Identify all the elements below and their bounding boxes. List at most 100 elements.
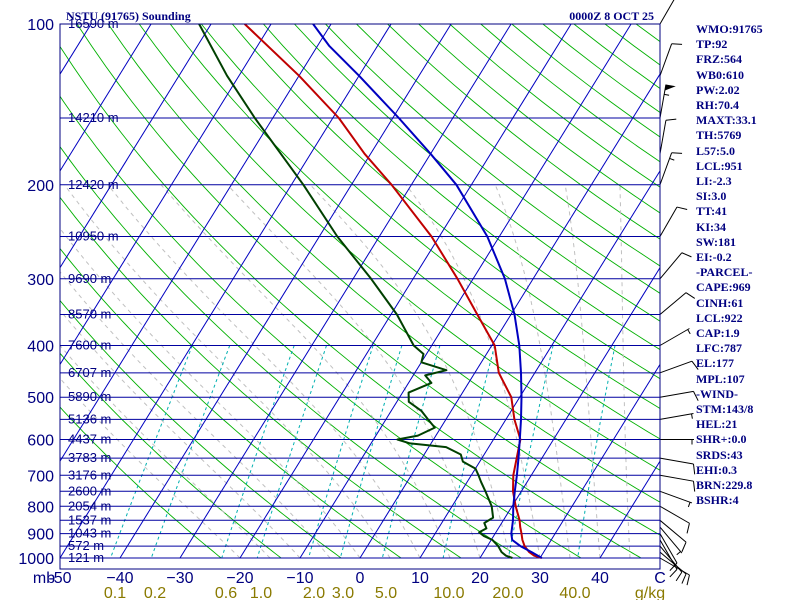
index-entry: STM:143/8 — [696, 402, 754, 417]
mixing-ratio-label: 10.0 — [433, 585, 464, 600]
wind-barb — [659, 457, 696, 475]
temperature-tick-label: -50 — [48, 570, 71, 587]
temperature-tick-label: 30 — [531, 570, 549, 587]
isotherm — [60, 24, 152, 172]
wind-barb — [659, 526, 683, 556]
index-entry: -PARCEL- — [696, 265, 753, 280]
wind-barb — [659, 0, 675, 25]
wind-barb-full — [669, 569, 678, 578]
wind-barb-staff — [659, 390, 694, 398]
isotherm — [179, 24, 512, 559]
wind-barb-full — [675, 571, 683, 582]
isotherm — [60, 24, 272, 366]
temperature-tick-label: −40 — [106, 570, 133, 587]
wind-barb-staff — [659, 519, 687, 543]
wind-barb-full — [676, 206, 688, 210]
background-lines — [60, 24, 660, 559]
index-entry: MAXT:33.1 — [696, 113, 757, 128]
pressure-tick-label: 700 — [27, 468, 54, 485]
wind-barb — [659, 539, 678, 578]
wind-barb-full — [686, 523, 690, 534]
height-label: 3783 m — [68, 450, 111, 465]
height-label: 6707 m — [68, 365, 111, 380]
wind-barbs — [659, 0, 699, 586]
wind-barb-full — [681, 252, 692, 258]
index-entry: RH:70.4 — [696, 98, 739, 113]
wind-barb — [659, 360, 699, 374]
height-label: 121 m — [68, 550, 104, 565]
plot-frame — [59, 23, 661, 570]
wind-barb — [659, 474, 696, 492]
height-label: 5136 m — [68, 411, 111, 426]
moist-adiabat — [107, 184, 421, 559]
wind-barb-full — [692, 481, 696, 492]
isotherm — [479, 266, 660, 559]
height-label: 3176 m — [68, 467, 111, 482]
wind-barb-half — [687, 502, 691, 508]
wind-barb — [659, 206, 688, 237]
index-entry: TP:92 — [696, 37, 728, 52]
wind-barb-staff — [659, 539, 678, 570]
temperature-tick-label: 10 — [411, 570, 429, 587]
index-entry: EI:-0.2 — [696, 250, 732, 265]
index-entry: PW:2.02 — [696, 82, 740, 97]
pressure-tick-label: 800 — [27, 499, 54, 516]
stability-index-panel: WMO:91765 TP:92 FRZ:564 WB0:610 PW:2.02 RH:70… — [696, 22, 800, 507]
isotherm — [539, 363, 660, 559]
parcel-profile — [312, 24, 543, 559]
wind-barb-staff — [659, 505, 690, 524]
wind-barb-staff — [659, 490, 693, 504]
wind-barb-staff — [659, 533, 678, 564]
temperature-tick-label: 0 — [356, 570, 365, 587]
pressure-unit-label: mb — [33, 570, 55, 587]
wind-barb-full — [671, 43, 683, 45]
height-label: 14210 m — [68, 110, 119, 125]
index-entry: WMO:91765 — [696, 22, 763, 36]
wind-barb — [660, 439, 694, 445]
mixing-ratio-label: 0.2 — [144, 585, 166, 600]
index-entry: LCL:951 — [696, 158, 743, 173]
index-entry: LFC:787 — [696, 341, 742, 356]
isotherm — [299, 24, 632, 559]
wind-barb-half — [664, 93, 670, 96]
mixing-ratio-label: 40.0 — [559, 585, 590, 600]
height-label: 4437 m — [68, 432, 111, 447]
index-entry: SW:181 — [696, 234, 737, 249]
moist-adiabat — [227, 184, 481, 559]
wind-barb-flag — [664, 84, 676, 91]
height-label: 1537 m — [68, 512, 111, 527]
wind-barb-full — [692, 463, 696, 475]
wind-barb-full — [669, 562, 678, 571]
wind-barb — [659, 390, 699, 401]
mixing-ratio-label: 5.0 — [375, 585, 397, 600]
wind-barb-staff — [659, 474, 694, 482]
index-entry: LCL:922 — [696, 310, 743, 325]
index-entry: L57:5.0 — [696, 143, 735, 158]
mixing-ratio-label: g/kg — [635, 585, 665, 600]
wind-barb-half — [687, 329, 691, 335]
wind-barb-staff — [659, 43, 673, 76]
moist-adiabat — [619, 184, 631, 559]
wind-barb — [659, 505, 690, 534]
height-label: 2054 m — [68, 498, 111, 513]
isotherm — [359, 73, 660, 559]
wind-barb-staff — [659, 457, 694, 465]
mixing-ratio-label: 20.0 — [492, 585, 523, 600]
height-label: 572 m — [68, 538, 104, 553]
index-entry: CINH:61 — [696, 295, 744, 310]
wind-barb — [659, 152, 683, 185]
isotherm — [60, 24, 212, 269]
height-label: 5890 m — [68, 389, 111, 404]
index-entry: SRDS:43 — [696, 447, 743, 462]
wind-barb-full — [685, 292, 696, 299]
index-entry: SHR+:0.0 — [696, 432, 747, 447]
pressure-tick-label: 400 — [27, 339, 54, 356]
wind-barb-staff — [659, 120, 667, 154]
wind-barb — [659, 412, 694, 420]
isotherm — [599, 460, 660, 559]
index-entry: FRZ:564 — [696, 52, 742, 67]
index-entry: CAPE:969 — [696, 280, 751, 295]
height-label: 7600 m — [68, 338, 111, 353]
index-entry: EL:177 — [696, 356, 735, 371]
